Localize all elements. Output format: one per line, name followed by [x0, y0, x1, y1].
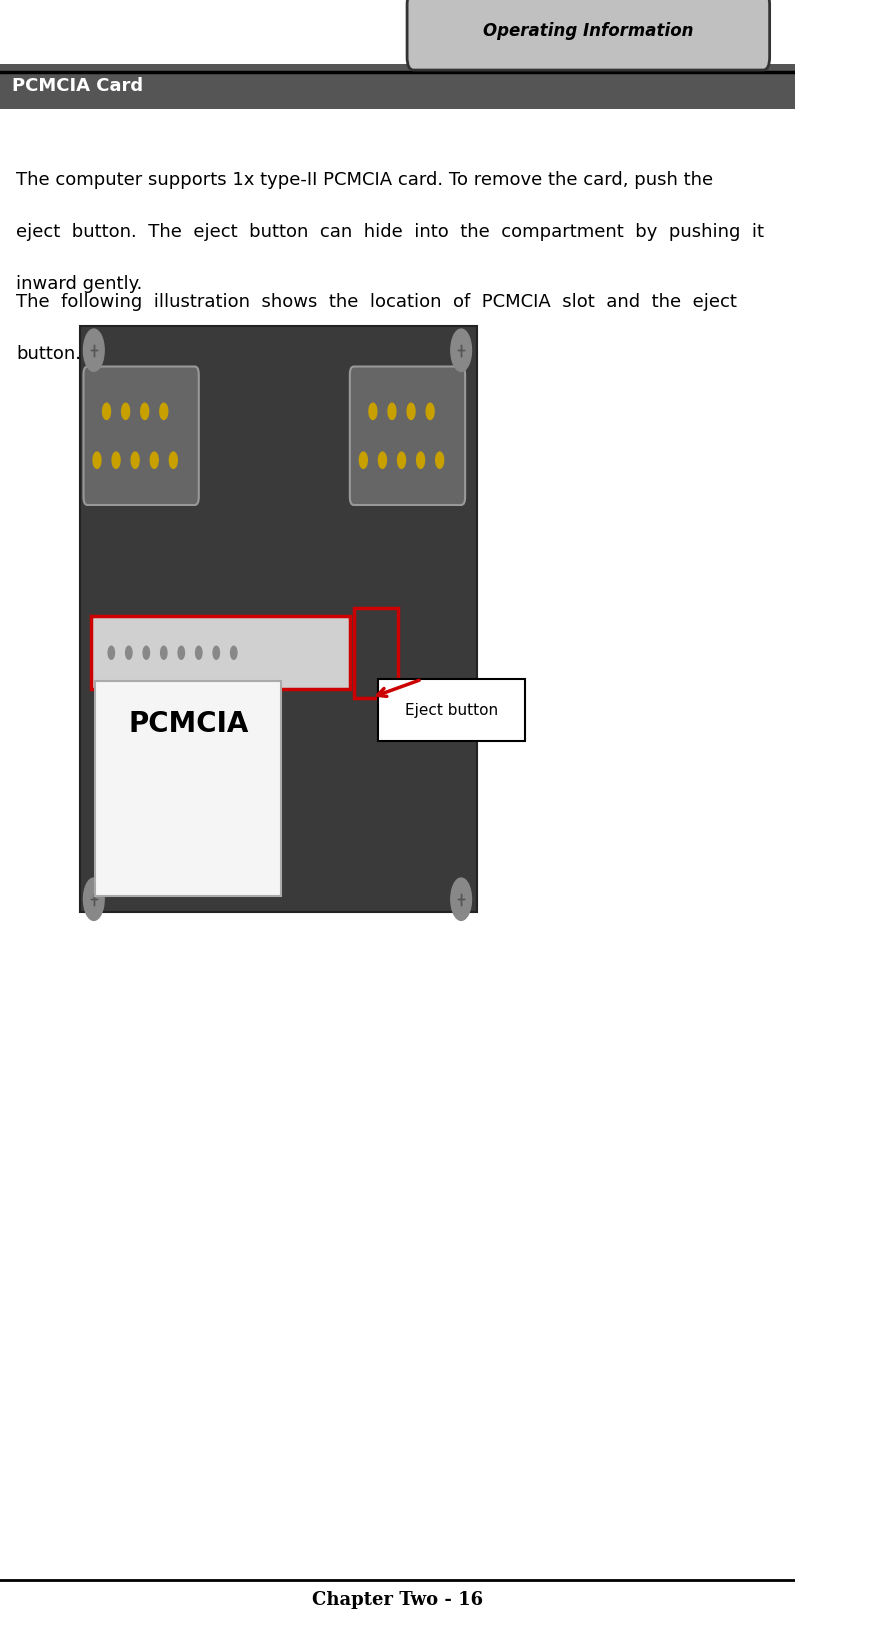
Circle shape: [231, 647, 237, 660]
Circle shape: [388, 404, 396, 420]
Circle shape: [93, 451, 101, 469]
Circle shape: [397, 451, 405, 469]
FancyBboxPatch shape: [83, 367, 199, 505]
Text: inward gently.: inward gently.: [16, 275, 142, 293]
Circle shape: [213, 647, 219, 660]
Circle shape: [451, 329, 472, 371]
Text: eject  button.  The  eject  button  can  hide  into  the  compartment  by  pushi: eject button. The eject button can hide …: [16, 223, 764, 241]
Circle shape: [369, 404, 377, 420]
Text: Chapter Two - 16: Chapter Two - 16: [312, 1592, 483, 1609]
Circle shape: [436, 451, 444, 469]
Circle shape: [417, 451, 424, 469]
Circle shape: [83, 878, 104, 920]
Circle shape: [132, 451, 139, 469]
Circle shape: [196, 647, 202, 660]
Circle shape: [360, 451, 367, 469]
Bar: [91, 616, 350, 689]
Circle shape: [451, 878, 472, 920]
Text: button.: button.: [16, 345, 81, 363]
Circle shape: [407, 404, 415, 420]
Circle shape: [143, 647, 149, 660]
Circle shape: [169, 451, 177, 469]
Text: PCMCIA: PCMCIA: [128, 710, 248, 738]
Circle shape: [160, 404, 168, 420]
Circle shape: [103, 404, 111, 420]
Circle shape: [379, 451, 387, 469]
Text: The computer supports 1x type-II PCMCIA card. To remove the card, push the: The computer supports 1x type-II PCMCIA …: [16, 171, 713, 189]
FancyBboxPatch shape: [407, 0, 770, 70]
Bar: [96, 681, 282, 896]
FancyBboxPatch shape: [350, 367, 465, 505]
Circle shape: [83, 329, 104, 371]
Bar: [378, 679, 524, 741]
Text: Eject button: Eject button: [404, 702, 498, 718]
Text: The  following  illustration  shows  the  location  of  PCMCIA  slot  and  the  : The following illustration shows the loc…: [16, 293, 737, 311]
Circle shape: [160, 647, 167, 660]
Bar: [80, 326, 477, 912]
Circle shape: [112, 451, 120, 469]
Circle shape: [122, 404, 130, 420]
Circle shape: [108, 647, 115, 660]
Circle shape: [150, 451, 158, 469]
Circle shape: [140, 404, 149, 420]
Circle shape: [125, 647, 132, 660]
Circle shape: [426, 404, 434, 420]
Circle shape: [178, 647, 184, 660]
Bar: [0, 64, 795, 109]
Bar: [353, 608, 397, 697]
Text: Operating Information: Operating Information: [483, 21, 694, 41]
Text: PCMCIA Card: PCMCIA Card: [12, 77, 143, 96]
